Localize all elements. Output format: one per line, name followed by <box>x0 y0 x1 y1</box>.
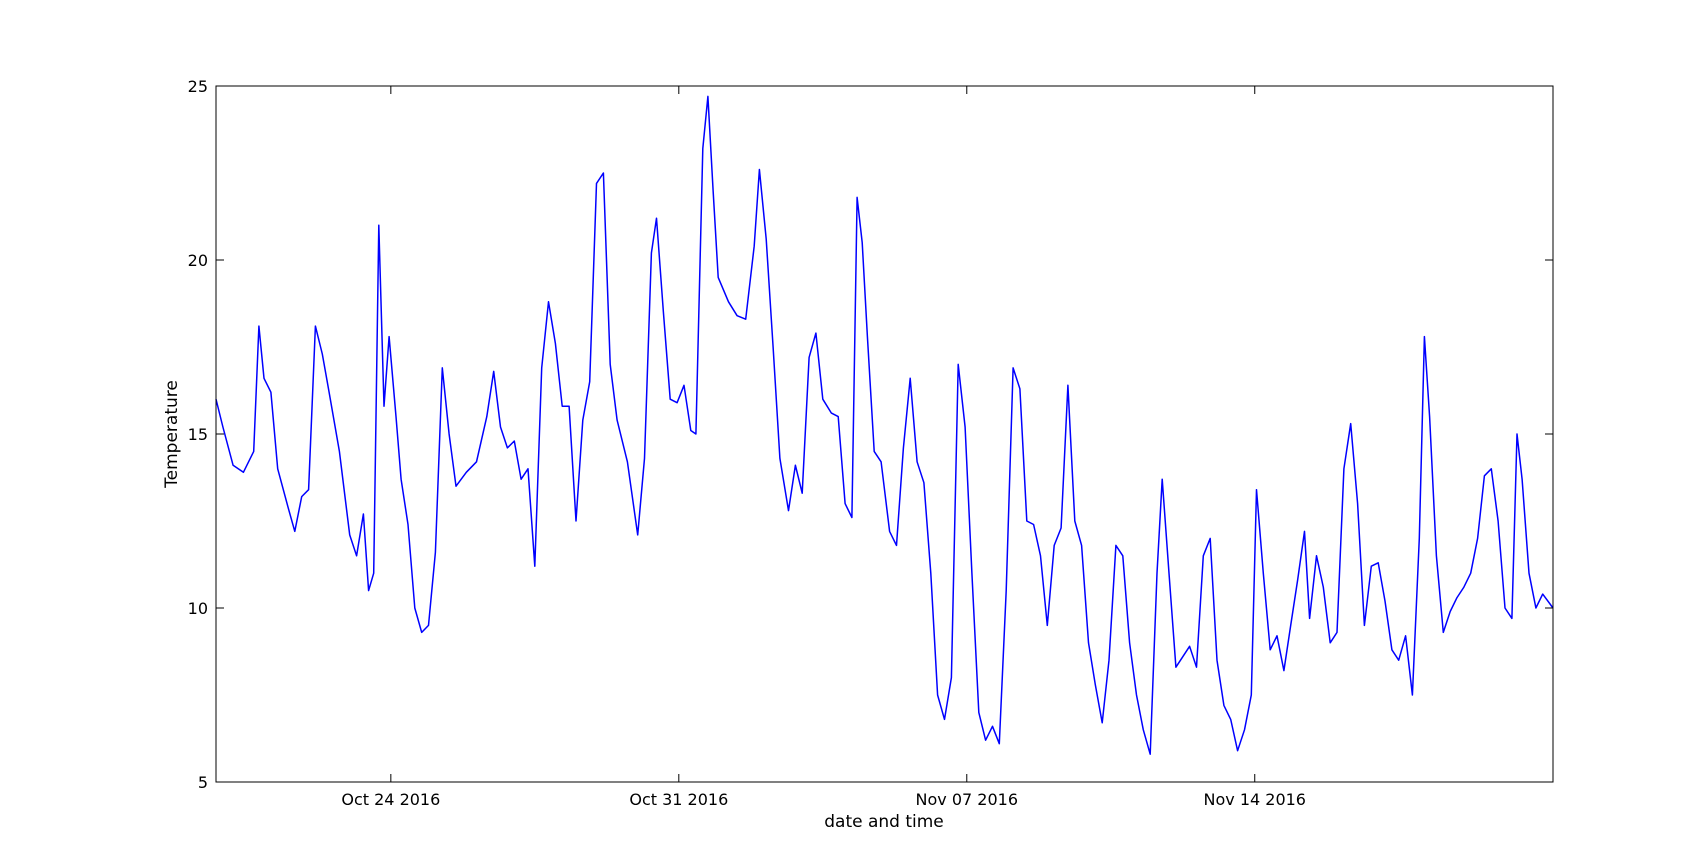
x-axis-label: date and time <box>824 812 944 832</box>
x-axis: Oct 24 2016 Oct 31 2016 Nov 07 2016 Nov 14 … <box>341 86 1306 809</box>
y-tick-label: 5 <box>198 773 208 792</box>
y-tick-label: 10 <box>188 599 208 618</box>
y-tick-label: 15 <box>188 425 208 444</box>
series-line <box>215 95 1554 755</box>
y-axis-label: Temperature <box>162 380 182 489</box>
x-tick-label: Oct 24 2016 <box>341 790 440 809</box>
x-tick-label: Nov 14 2016 <box>1204 790 1306 809</box>
y-tick-label: 20 <box>188 251 208 270</box>
y-axis: 5 10 15 20 25 <box>188 77 1553 792</box>
x-tick-label: Nov 07 2016 <box>916 790 1018 809</box>
x-tick-label: Oct 31 2016 <box>629 790 728 809</box>
plot-area <box>215 95 1554 755</box>
y-tick-label: 25 <box>188 77 208 96</box>
